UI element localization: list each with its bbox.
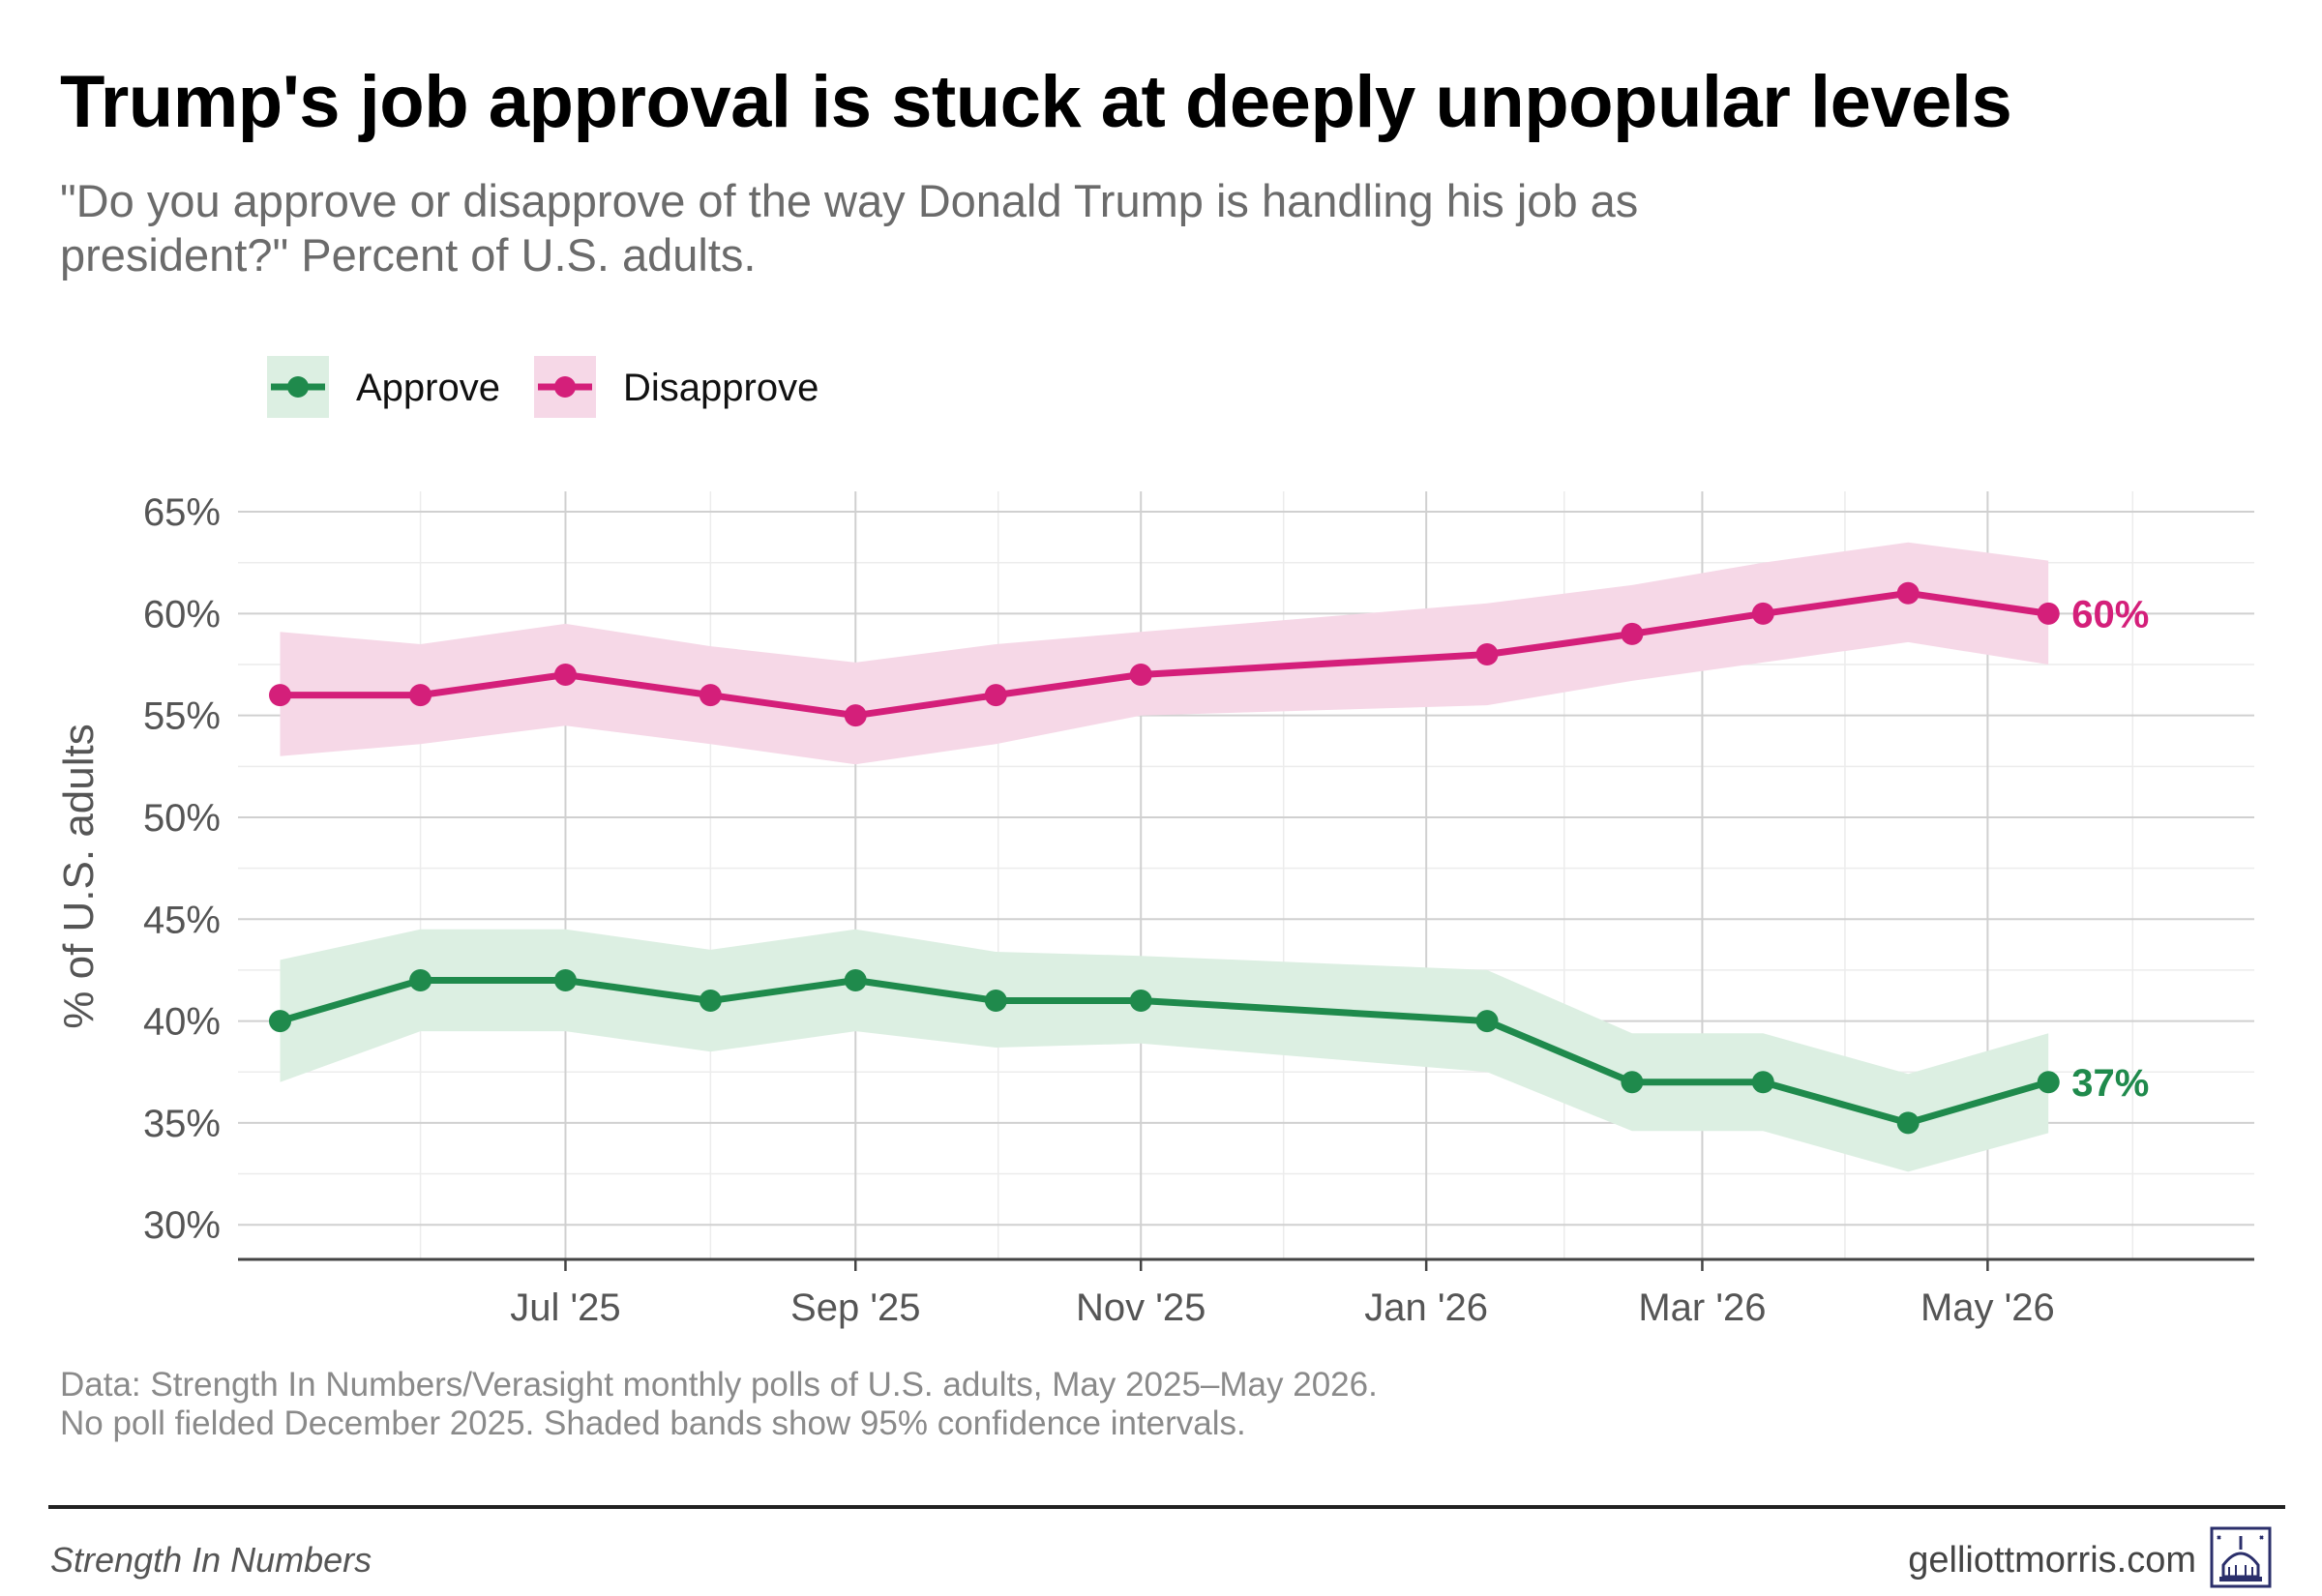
approve-point — [699, 990, 722, 1013]
approve-point — [1896, 1111, 1920, 1135]
approve-point — [409, 968, 432, 991]
footnote-line-2: No poll fielded December 2025. Shaded ba… — [60, 1404, 1246, 1442]
disapprove-point — [1751, 602, 1774, 625]
x-tick-label: May '26 — [1920, 1286, 2055, 1329]
y-tick-label: 50% — [143, 797, 221, 840]
approve-legend-marker — [287, 376, 309, 398]
approve-point — [2037, 1071, 2060, 1094]
approve-point — [553, 968, 577, 991]
x-tick-label: Jan '26 — [1364, 1286, 1488, 1329]
disapprove-point — [2037, 602, 2060, 625]
disapprove-point — [269, 684, 292, 707]
approve-point — [1475, 1010, 1499, 1033]
series-points: 37% 60% — [269, 581, 2149, 1135]
disapprove-legend-marker — [554, 376, 576, 398]
approve-legend-label: Approve — [356, 367, 500, 409]
disapprove-point — [1129, 664, 1152, 687]
approve-point — [269, 1010, 292, 1033]
disapprove-point — [1621, 622, 1644, 645]
y-tick-label: 45% — [143, 899, 221, 941]
disapprove-point — [409, 684, 432, 707]
x-tick-label: Jul '25 — [510, 1286, 620, 1329]
disapprove-point — [844, 704, 867, 727]
approve-point — [1751, 1071, 1774, 1094]
approve-point — [984, 990, 1007, 1013]
disapprove-legend-label: Disapprove — [623, 367, 819, 409]
y-tick-label: 60% — [143, 593, 221, 635]
footnote: Data: Strength In Numbers/Verasight mont… — [60, 1366, 1378, 1443]
publication-name: Strength In Numbers — [50, 1540, 372, 1580]
footnote-line-1: Data: Strength In Numbers/Verasight mont… — [60, 1366, 1378, 1404]
chart-subtitle: "Do you approve or disapprove of the way… — [60, 175, 1639, 281]
disapprove-end-label: 60% — [2071, 593, 2149, 635]
x-tick-label: Sep '25 — [790, 1286, 920, 1329]
approve-point — [844, 968, 867, 991]
disapprove-point — [553, 664, 577, 687]
y-axis-title: % of U.S. adults — [55, 724, 103, 1028]
confidence-bands — [280, 542, 2049, 1172]
x-tick-label: Mar '26 — [1638, 1286, 1766, 1329]
legend: Approve Disapprove — [267, 356, 819, 418]
footer-divider — [48, 1505, 2285, 1509]
disapprove-point — [1896, 581, 1920, 605]
disapprove-point — [699, 684, 722, 707]
y-tick-label: 30% — [143, 1204, 221, 1247]
approve-end-label: 37% — [2071, 1062, 2149, 1105]
approve-confidence-band — [280, 929, 2049, 1172]
y-tick-label: 65% — [143, 491, 221, 534]
series-lines — [279, 589, 2050, 1127]
approve-point — [1129, 990, 1152, 1013]
disapprove-line — [280, 589, 2049, 720]
axes: 30% 35% 40% 45% 50% 55% 60% 65% Jul '25 Sep '25 No… — [143, 491, 2254, 1329]
chart-title: Trump's job approval is stuck at deeply … — [60, 61, 2012, 143]
y-tick-label: 40% — [143, 1001, 221, 1044]
approve-point — [1621, 1071, 1644, 1094]
website-link[interactable]: gelliottmorris.com — [1908, 1540, 2196, 1581]
disapprove-confidence-band — [280, 542, 2049, 765]
disapprove-point — [1475, 642, 1499, 665]
x-tick-label: Nov '25 — [1076, 1286, 1206, 1329]
y-tick-label: 35% — [143, 1103, 221, 1145]
capitol-dome-icon — [2210, 1526, 2272, 1588]
approve-line — [279, 977, 2050, 1127]
line-chart: Approve Disapprove 37% 60% 30% 35% 40% 45% 50%… — [55, 356, 2254, 1329]
y-tick-label: 55% — [143, 695, 221, 738]
disapprove-point — [984, 684, 1007, 707]
